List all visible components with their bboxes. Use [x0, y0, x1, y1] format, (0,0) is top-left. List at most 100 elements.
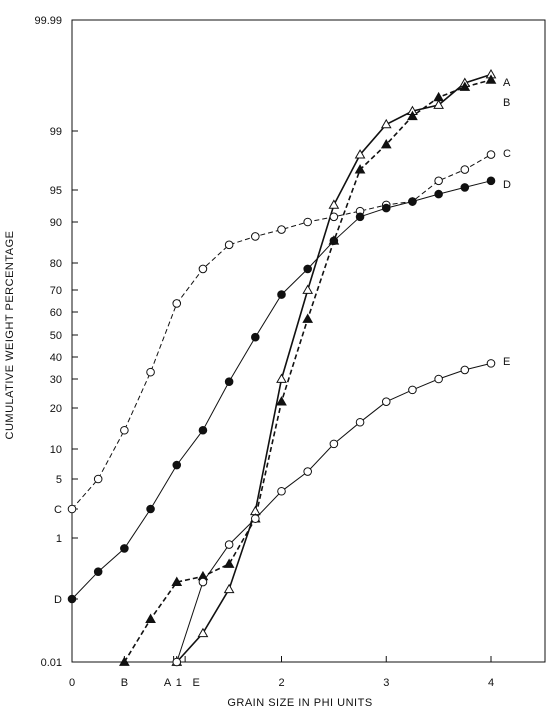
- series-a-point: [380, 118, 392, 129]
- series-e-point: [486, 359, 496, 368]
- series-d-point: [486, 176, 496, 186]
- y-axis-title: CUMULATIVE WEIGHT PERCENTAGE: [4, 231, 16, 440]
- series-d-point: [93, 567, 103, 576]
- series-a-point: [433, 99, 444, 109]
- series-a-point: [223, 583, 235, 594]
- series-a-point: [197, 627, 209, 638]
- series-markers: [67, 68, 497, 667]
- series-d-point: [224, 377, 234, 386]
- x-tick-label: 4: [488, 677, 494, 689]
- series-d-point: [198, 425, 208, 435]
- x-tick-label: B: [121, 677, 128, 689]
- series-e-point: [277, 486, 286, 496]
- y-tick-label: 99: [50, 126, 62, 138]
- y-tick-label: D: [54, 594, 62, 606]
- series-e-point: [460, 365, 470, 375]
- series-d-point: [251, 332, 260, 342]
- series-label-a: A: [503, 77, 511, 89]
- series-c-point: [251, 232, 260, 241]
- y-tick-label: 10: [50, 444, 62, 456]
- series-labels: AB C D E: [503, 77, 511, 368]
- series-e-point: [224, 540, 234, 549]
- y-tick-label: 30: [50, 374, 62, 386]
- series-d-point: [120, 544, 129, 553]
- series-line-e: [176, 362, 492, 663]
- series-e-point: [434, 374, 443, 384]
- y-tick-label: 60: [50, 307, 62, 319]
- y-tick-label: 80: [50, 258, 62, 270]
- series-e-point: [303, 467, 312, 476]
- x-tick-label: E: [192, 677, 199, 689]
- series-line-c: [71, 154, 492, 510]
- series-c-point: [67, 504, 77, 514]
- series-d-point: [172, 460, 182, 470]
- series-d-point: [67, 594, 77, 604]
- series-c-point: [329, 212, 339, 222]
- series-c-point: [486, 150, 496, 159]
- series-b-point: [276, 396, 287, 406]
- series-b-point: [407, 110, 418, 121]
- series-c-point: [93, 474, 103, 484]
- series-label-b: B: [503, 97, 510, 109]
- series-c-point: [303, 217, 312, 227]
- y-tick-label: C: [54, 504, 62, 516]
- series-e-point: [381, 397, 391, 406]
- series-e-point: [329, 439, 339, 449]
- series-c-point: [434, 176, 443, 186]
- series-d-point: [381, 203, 391, 213]
- x-tick-label: 0: [69, 677, 75, 689]
- series-c-point: [460, 165, 470, 174]
- series-d-point: [303, 264, 312, 274]
- series-e-point: [172, 657, 182, 667]
- series-c-point: [120, 425, 129, 435]
- x-tick-label: 2: [278, 677, 284, 689]
- series-b-point: [171, 576, 183, 586]
- series-e-point: [355, 417, 365, 427]
- y-tick-label: 1: [56, 533, 62, 545]
- y-axis-ticks: 0.01 D 1 C 5 10 20 30 40 50 60 70 80 90 95 99 99.99: [34, 15, 78, 669]
- y-tick-label: 90: [50, 217, 62, 229]
- series-c-point: [172, 299, 182, 308]
- y-tick-label: 5: [56, 474, 62, 486]
- plot-frame: [71, 19, 546, 663]
- series-d-point: [434, 189, 443, 199]
- series-b-point: [433, 91, 444, 102]
- y-tick-label: 40: [50, 352, 62, 364]
- series-line-b: [123, 79, 492, 663]
- y-tick-label: 95: [50, 185, 62, 197]
- series-c-point: [146, 367, 155, 377]
- series-d-point: [460, 183, 470, 192]
- series-d-point: [277, 290, 286, 299]
- series-a-point: [276, 373, 287, 383]
- series-c-point: [224, 240, 234, 250]
- series-b-point: [459, 81, 471, 91]
- series-e-point: [251, 514, 260, 523]
- series-b-point: [354, 164, 366, 174]
- series-c-point: [198, 264, 208, 274]
- series-label-c: C: [503, 148, 511, 160]
- series-b-point: [380, 139, 392, 149]
- series-e-point: [198, 577, 208, 587]
- series-a-point: [354, 149, 366, 159]
- series-b-point: [485, 74, 497, 84]
- y-tick-label: 20: [50, 403, 62, 415]
- series-label-e: E: [503, 356, 510, 368]
- series-line-a: [176, 73, 492, 663]
- series-d-point: [329, 236, 339, 246]
- series-d-point: [146, 504, 155, 514]
- series-b-point: [223, 558, 235, 568]
- series-line-d: [71, 180, 492, 600]
- series-d-point: [408, 197, 417, 206]
- series-lines: [71, 73, 492, 663]
- series-label-d: D: [503, 179, 511, 191]
- series-d-point: [355, 212, 365, 222]
- y-tick-label: 70: [50, 285, 62, 297]
- x-axis-title: GRAIN SIZE IN PHI UNITS: [227, 697, 372, 709]
- series-a-point: [328, 199, 340, 209]
- x-tick-label: 3: [383, 677, 389, 689]
- y-tick-label: 99.99: [34, 15, 62, 27]
- x-tick-label: 1: [176, 677, 182, 689]
- y-tick-label: 50: [50, 330, 62, 342]
